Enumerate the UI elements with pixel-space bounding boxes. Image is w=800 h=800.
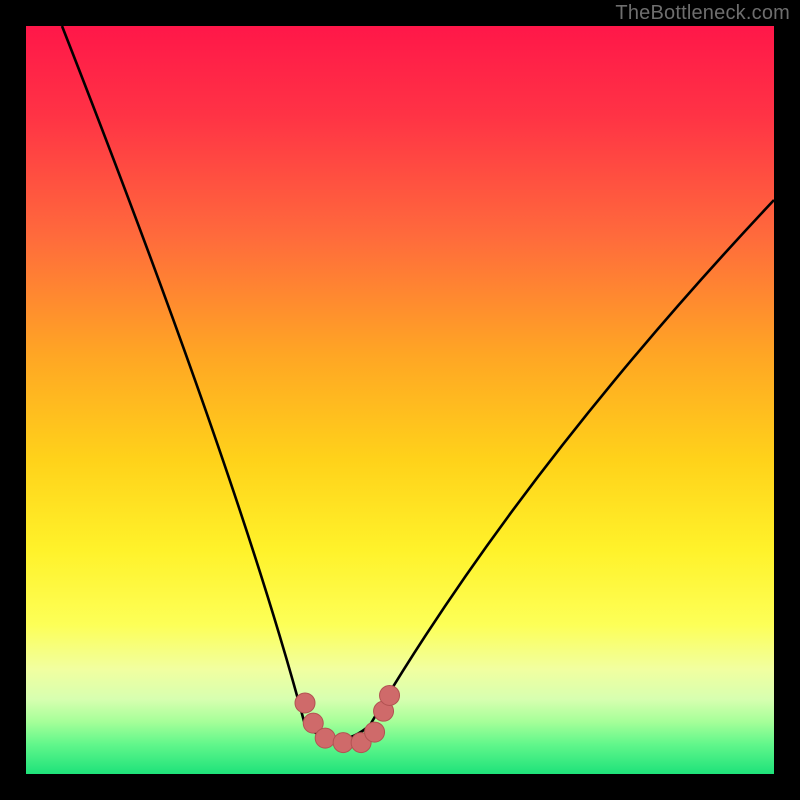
gradient-plot-area xyxy=(26,26,774,774)
valley-marker xyxy=(333,733,353,753)
valley-marker xyxy=(365,722,385,742)
valley-marker xyxy=(315,728,335,748)
chart-svg xyxy=(0,0,800,800)
valley-marker xyxy=(380,685,400,705)
valley-marker xyxy=(295,693,315,713)
watermark-text: TheBottleneck.com xyxy=(615,2,790,25)
